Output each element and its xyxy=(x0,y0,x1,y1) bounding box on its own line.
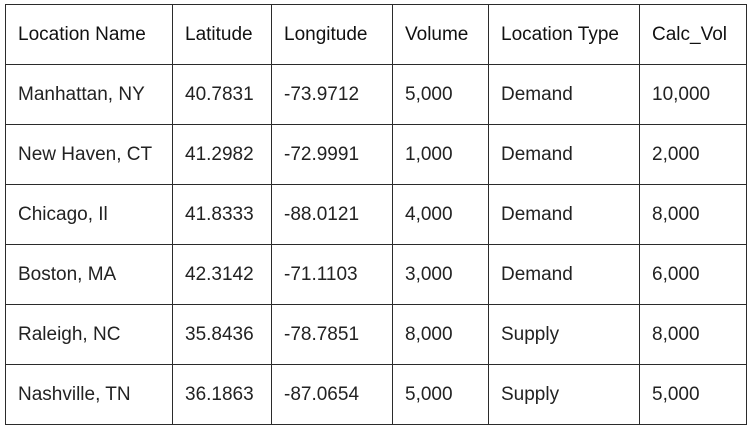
table-row: Manhattan, NY 40.7831 -73.9712 5,000 Dem… xyxy=(5,64,747,125)
cell-latitude: 35.8436 xyxy=(172,304,272,365)
column-header-location-type: Location Type xyxy=(488,4,640,65)
cell-location-name: Nashville, TN xyxy=(5,364,173,425)
cell-calc-vol: 10,000 xyxy=(639,64,747,125)
cell-location-type: Supply xyxy=(488,304,640,365)
cell-calc-vol: 5,000 xyxy=(639,364,747,425)
cell-volume: 3,000 xyxy=(392,244,489,305)
column-header-calc-vol: Calc_Vol xyxy=(639,4,747,65)
cell-location-name: Chicago, Il xyxy=(5,184,173,245)
cell-location-type: Demand xyxy=(488,244,640,305)
cell-location-name: Boston, MA xyxy=(5,244,173,305)
cell-location-type: Supply xyxy=(488,364,640,425)
cell-latitude: 40.7831 xyxy=(172,64,272,125)
cell-calc-vol: 8,000 xyxy=(639,304,747,365)
cell-longitude: -88.0121 xyxy=(271,184,393,245)
column-header-volume: Volume xyxy=(392,4,489,65)
cell-volume: 4,000 xyxy=(392,184,489,245)
cell-volume: 5,000 xyxy=(392,64,489,125)
cell-calc-vol: 8,000 xyxy=(639,184,747,245)
cell-location-name: New Haven, CT xyxy=(5,124,173,185)
column-header-location-name: Location Name xyxy=(5,4,173,65)
locations-table: Location Name Latitude Longitude Volume … xyxy=(5,4,747,425)
cell-longitude: -71.1103 xyxy=(271,244,393,305)
table-row: Chicago, Il 41.8333 -88.0121 4,000 Deman… xyxy=(5,184,747,245)
header-row: Location Name Latitude Longitude Volume … xyxy=(5,4,747,65)
cell-calc-vol: 2,000 xyxy=(639,124,747,185)
cell-volume: 1,000 xyxy=(392,124,489,185)
table-row: Raleigh, NC 35.8436 -78.7851 8,000 Suppl… xyxy=(5,304,747,365)
cell-longitude: -72.9991 xyxy=(271,124,393,185)
column-header-longitude: Longitude xyxy=(271,4,393,65)
cell-longitude: -73.9712 xyxy=(271,64,393,125)
table-header: Location Name Latitude Longitude Volume … xyxy=(5,4,747,65)
cell-latitude: 42.3142 xyxy=(172,244,272,305)
table-row: New Haven, CT 41.2982 -72.9991 1,000 Dem… xyxy=(5,124,747,185)
cell-location-type: Demand xyxy=(488,184,640,245)
cell-latitude: 41.2982 xyxy=(172,124,272,185)
cell-volume: 8,000 xyxy=(392,304,489,365)
cell-volume: 5,000 xyxy=(392,364,489,425)
column-header-latitude: Latitude xyxy=(172,4,272,65)
table-body: Manhattan, NY 40.7831 -73.9712 5,000 Dem… xyxy=(5,64,747,425)
cell-longitude: -87.0654 xyxy=(271,364,393,425)
table-row: Boston, MA 42.3142 -71.1103 3,000 Demand… xyxy=(5,244,747,305)
cell-location-name: Raleigh, NC xyxy=(5,304,173,365)
cell-longitude: -78.7851 xyxy=(271,304,393,365)
cell-location-name: Manhattan, NY xyxy=(5,64,173,125)
cell-location-type: Demand xyxy=(488,64,640,125)
cell-latitude: 41.8333 xyxy=(172,184,272,245)
table-row: Nashville, TN 36.1863 -87.0654 5,000 Sup… xyxy=(5,364,747,425)
cell-calc-vol: 6,000 xyxy=(639,244,747,305)
cell-latitude: 36.1863 xyxy=(172,364,272,425)
cell-location-type: Demand xyxy=(488,124,640,185)
